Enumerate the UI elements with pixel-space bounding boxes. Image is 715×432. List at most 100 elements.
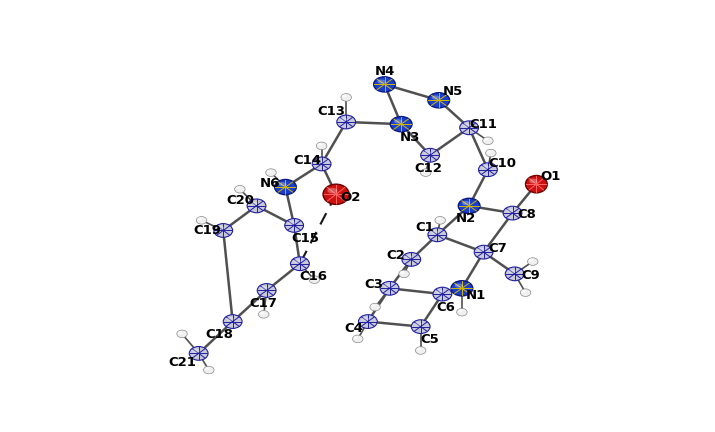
Ellipse shape	[250, 201, 257, 205]
Text: C3: C3	[364, 278, 383, 291]
Ellipse shape	[192, 349, 199, 353]
Ellipse shape	[204, 366, 214, 374]
Ellipse shape	[354, 336, 358, 339]
Ellipse shape	[428, 93, 450, 108]
Text: C20: C20	[227, 194, 255, 206]
Ellipse shape	[435, 216, 445, 224]
Ellipse shape	[436, 217, 440, 220]
Ellipse shape	[415, 347, 426, 354]
Ellipse shape	[420, 169, 431, 176]
Ellipse shape	[223, 314, 242, 328]
Ellipse shape	[528, 258, 538, 265]
Ellipse shape	[310, 277, 315, 280]
Ellipse shape	[362, 317, 369, 321]
Ellipse shape	[503, 206, 522, 220]
Ellipse shape	[358, 314, 378, 328]
Text: C21: C21	[169, 356, 197, 368]
Ellipse shape	[378, 79, 385, 84]
Ellipse shape	[483, 137, 493, 145]
Text: N1: N1	[466, 289, 486, 302]
Ellipse shape	[178, 331, 182, 334]
Ellipse shape	[463, 124, 470, 127]
Ellipse shape	[217, 226, 225, 230]
Text: N3: N3	[400, 130, 420, 144]
Text: C16: C16	[299, 270, 327, 283]
Text: N2: N2	[455, 213, 475, 226]
Ellipse shape	[236, 186, 240, 189]
Ellipse shape	[380, 281, 399, 295]
Ellipse shape	[260, 311, 264, 314]
Ellipse shape	[431, 230, 438, 234]
Ellipse shape	[485, 149, 496, 157]
Text: C17: C17	[249, 297, 277, 310]
Ellipse shape	[341, 94, 352, 101]
Ellipse shape	[390, 117, 412, 132]
Text: N6: N6	[260, 177, 280, 190]
Ellipse shape	[400, 271, 405, 274]
Ellipse shape	[383, 284, 390, 288]
Ellipse shape	[309, 276, 320, 283]
Ellipse shape	[288, 221, 295, 225]
Ellipse shape	[227, 317, 234, 321]
Text: C18: C18	[206, 328, 234, 341]
Text: C19: C19	[194, 224, 221, 237]
Text: C8: C8	[518, 208, 536, 221]
Ellipse shape	[290, 257, 310, 270]
Ellipse shape	[457, 308, 467, 316]
Ellipse shape	[342, 95, 347, 97]
Ellipse shape	[411, 320, 430, 334]
Ellipse shape	[415, 322, 422, 326]
Ellipse shape	[460, 121, 478, 135]
Text: C4: C4	[344, 322, 363, 335]
Ellipse shape	[294, 259, 301, 263]
Ellipse shape	[508, 270, 516, 273]
Text: C1: C1	[415, 221, 434, 234]
Ellipse shape	[506, 209, 513, 213]
Ellipse shape	[374, 77, 395, 92]
Ellipse shape	[235, 185, 245, 193]
Ellipse shape	[352, 335, 363, 343]
Ellipse shape	[327, 188, 337, 194]
Ellipse shape	[267, 170, 272, 173]
Ellipse shape	[405, 255, 413, 259]
Text: C12: C12	[415, 162, 443, 175]
Text: O2: O2	[340, 191, 360, 204]
Text: N5: N5	[443, 85, 463, 98]
Ellipse shape	[428, 228, 447, 241]
Ellipse shape	[394, 119, 403, 124]
Ellipse shape	[257, 283, 276, 297]
Ellipse shape	[399, 270, 409, 278]
Ellipse shape	[197, 217, 202, 220]
Ellipse shape	[402, 253, 420, 266]
Ellipse shape	[316, 142, 327, 149]
Ellipse shape	[432, 95, 440, 100]
Ellipse shape	[478, 248, 485, 251]
Ellipse shape	[285, 219, 304, 232]
Ellipse shape	[487, 150, 491, 153]
Text: C9: C9	[521, 269, 540, 282]
Ellipse shape	[259, 311, 269, 318]
Ellipse shape	[260, 286, 267, 290]
Ellipse shape	[422, 170, 426, 173]
Ellipse shape	[462, 201, 470, 205]
Ellipse shape	[521, 289, 531, 296]
Ellipse shape	[214, 224, 232, 237]
Ellipse shape	[424, 151, 431, 155]
Text: C15: C15	[291, 232, 319, 245]
Ellipse shape	[266, 169, 276, 176]
Text: C6: C6	[437, 301, 455, 314]
Ellipse shape	[529, 259, 533, 261]
Ellipse shape	[506, 267, 524, 281]
Ellipse shape	[204, 367, 209, 370]
Ellipse shape	[177, 330, 187, 338]
Text: C10: C10	[488, 157, 516, 171]
Ellipse shape	[323, 184, 349, 204]
Ellipse shape	[371, 304, 375, 307]
Ellipse shape	[529, 178, 538, 184]
Ellipse shape	[317, 143, 322, 146]
Ellipse shape	[315, 159, 322, 163]
Ellipse shape	[417, 348, 421, 350]
Text: C13: C13	[317, 105, 346, 118]
Text: C11: C11	[470, 118, 498, 130]
Ellipse shape	[247, 199, 266, 213]
